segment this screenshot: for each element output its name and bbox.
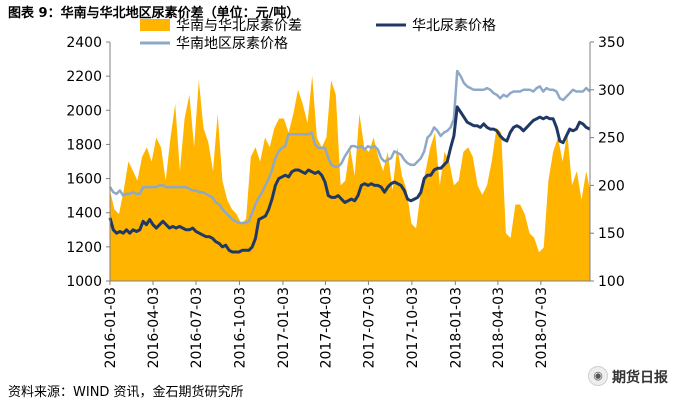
- x-tick-label: 2016-10-03: [232, 287, 248, 368]
- y-right-tick-label: 200: [598, 178, 625, 194]
- y-left-tick-label: 1600: [66, 172, 102, 188]
- y-right-tick-label: 350: [598, 35, 625, 51]
- legend-label-south: 华南地区尿素价格: [176, 36, 288, 52]
- x-tick-label: 2018-07-03: [534, 287, 550, 368]
- x-tick-label: 2018-01-03: [448, 287, 464, 368]
- y-right-tick-label: 250: [598, 131, 625, 147]
- series-north-line: [108, 105, 591, 254]
- y-right-tick-label: 300: [598, 83, 625, 99]
- series-south-line: [108, 69, 591, 225]
- legend-label-north: 华北尿素价格: [412, 18, 496, 34]
- y-left-tick-label: 1400: [66, 206, 102, 222]
- legend-label-spread: 华南与华北尿素价差: [176, 18, 302, 34]
- x-tick-label: 2016-01-03: [103, 287, 119, 368]
- x-tick-label: 2017-10-03: [405, 287, 421, 368]
- y-right-tick-label: 150: [598, 226, 625, 242]
- y-left-tick-label: 1800: [66, 137, 102, 153]
- watermark-text: 期货日报: [612, 370, 668, 386]
- source-note: 资料来源：WIND 资讯，金石期货研究所: [8, 385, 244, 400]
- figure-title: 图表 9：华南与华北地区尿素价差（单位：元/吨）: [8, 6, 300, 21]
- legend-swatch-spread: [140, 19, 170, 31]
- x-tick-label: 2016-07-03: [189, 287, 205, 368]
- y-right-tick-label: 100: [598, 274, 625, 290]
- y-left-tick-label: 1000: [66, 274, 102, 290]
- x-tick-label: 2017-07-03: [361, 287, 377, 368]
- wechat-public-account-icon: ◉: [588, 366, 608, 386]
- x-tick-label: 2018-04-03: [491, 287, 507, 368]
- y-left-tick-label: 2200: [66, 69, 102, 85]
- series-spread-area: [110, 75, 590, 281]
- y-left-tick-label: 2400: [66, 35, 102, 51]
- x-tick-label: 2016-04-03: [146, 287, 162, 368]
- x-tick-label: 2017-04-03: [318, 287, 334, 368]
- y-left-tick-label: 1200: [66, 240, 102, 256]
- y-left-tick-label: 2000: [66, 103, 102, 119]
- x-tick-label: 2017-01-03: [276, 287, 292, 368]
- watermark: ◉ 期货日报: [588, 366, 696, 386]
